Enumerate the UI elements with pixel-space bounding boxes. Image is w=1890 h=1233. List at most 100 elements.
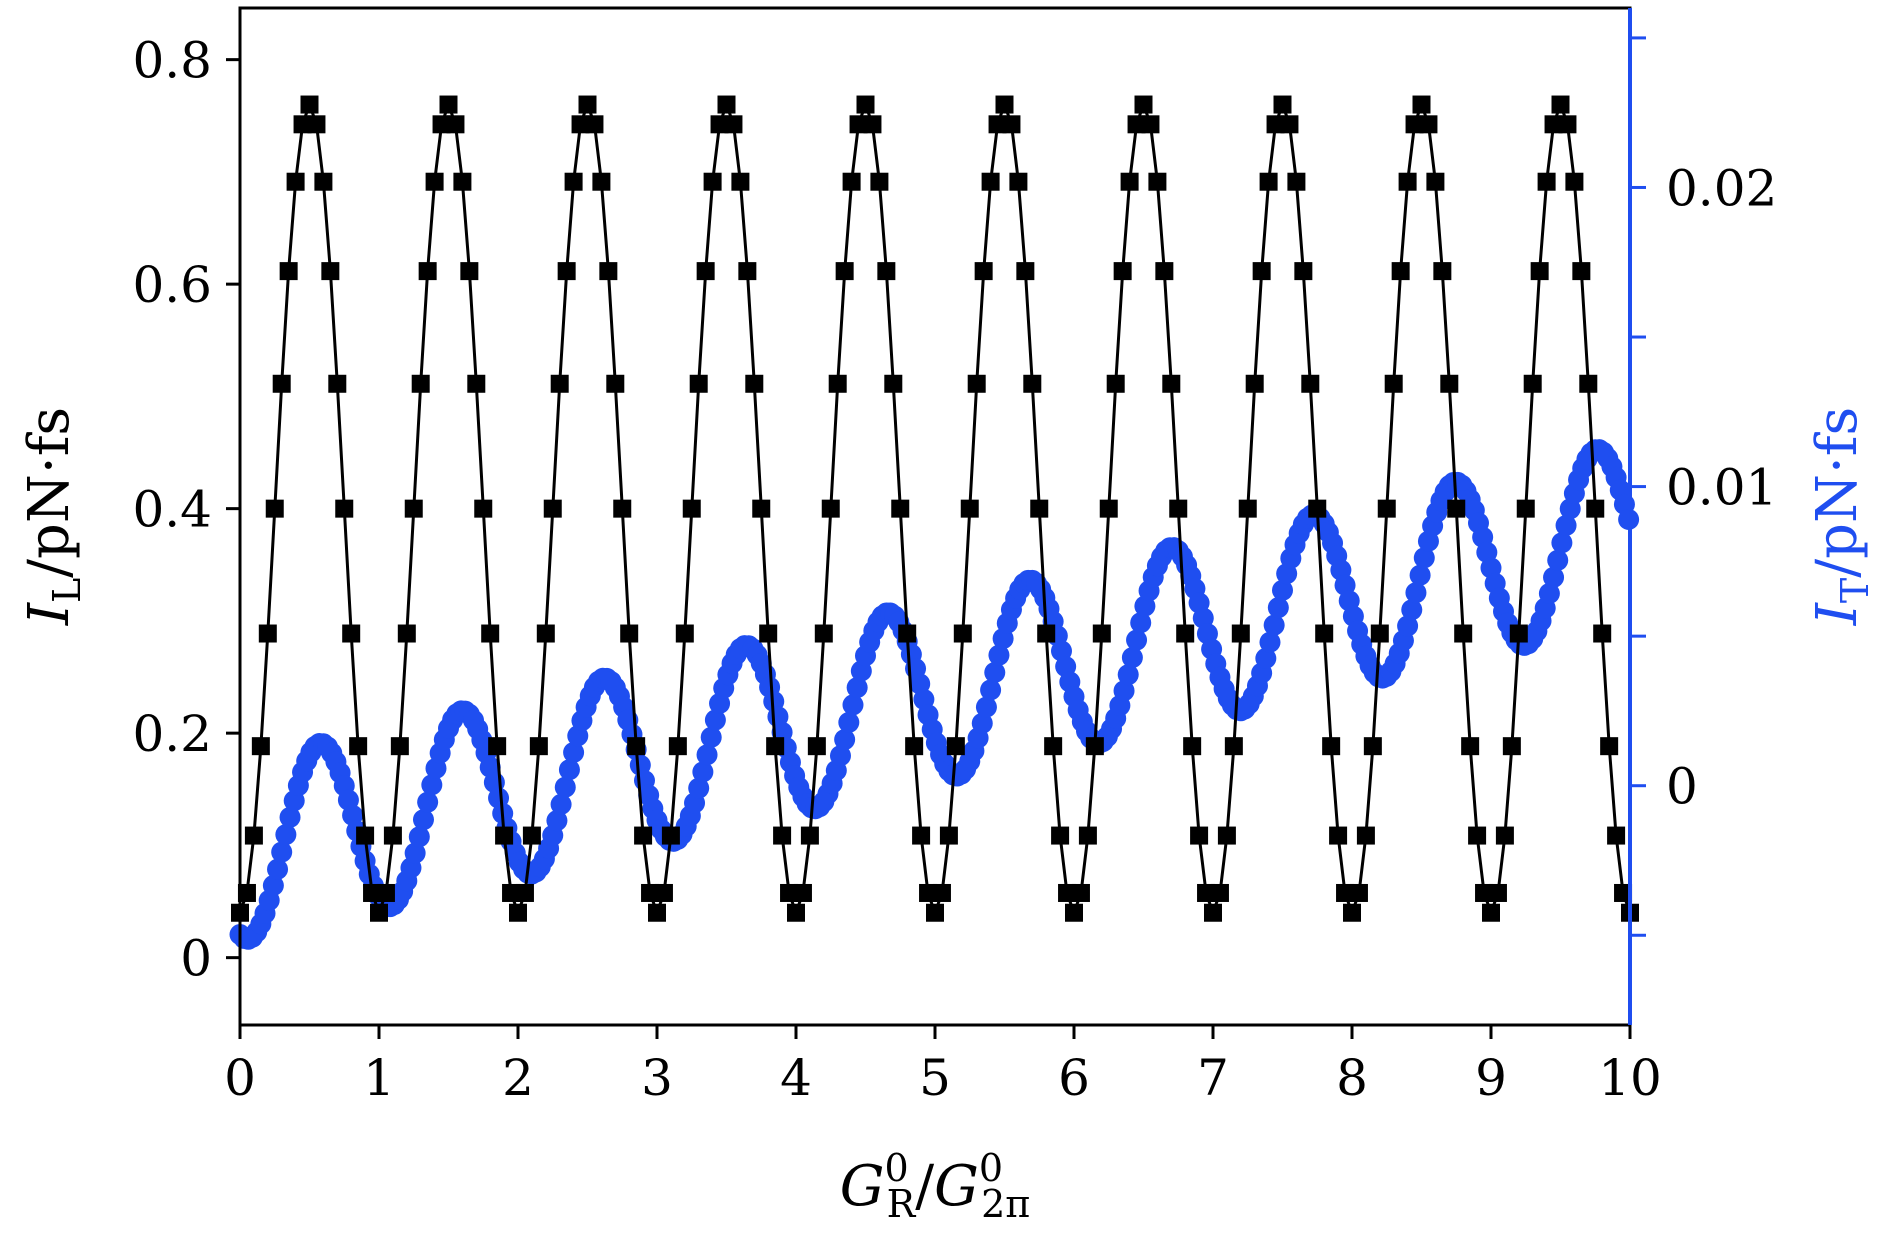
- data-point-circle: [1113, 680, 1135, 702]
- data-point-square: [703, 172, 722, 191]
- data-point-square: [682, 499, 701, 518]
- data-point-square: [780, 883, 799, 902]
- data-point-square: [453, 172, 472, 191]
- data-point-square: [807, 737, 826, 756]
- labels-layer: 0 1 2 3 4 5 6 7 8 9 10 0 0.2 0.4 0.6 0.8 0 0.01 0.02: [132, 32, 1777, 1107]
- data-point-square: [627, 737, 646, 756]
- data-point-square: [821, 499, 840, 518]
- data-point-circle: [1547, 549, 1569, 571]
- data-point-square: [460, 262, 479, 281]
- data-point-square: [585, 115, 604, 134]
- data-point-circle: [563, 741, 585, 763]
- data-point-circle: [696, 744, 718, 766]
- data-point-circle: [1413, 547, 1435, 569]
- data-point-circle: [550, 793, 572, 815]
- data-point-square: [1023, 374, 1042, 393]
- data-point-square: [522, 826, 541, 845]
- data-point-square: [1037, 624, 1056, 643]
- data-point-circle: [1409, 564, 1431, 586]
- data-point-circle: [262, 875, 284, 897]
- data-point-square: [502, 883, 521, 902]
- data-point-square: [1113, 262, 1132, 281]
- data-point-circle: [1263, 614, 1285, 636]
- data-point-square: [661, 826, 680, 845]
- data-point-square: [1426, 172, 1445, 191]
- data-point-square: [1058, 883, 1077, 902]
- data-point-square: [1495, 826, 1514, 845]
- data-point-square: [1509, 624, 1528, 643]
- data-point-square: [891, 499, 910, 518]
- y-right-tick-label: 0.02: [1666, 159, 1777, 217]
- data-point-square: [738, 262, 757, 281]
- data-point-circle: [1259, 631, 1281, 653]
- data-point-square: [397, 624, 416, 643]
- data-point-square: [237, 883, 256, 902]
- x-title-main1: G: [840, 1154, 885, 1219]
- data-point-square: [515, 883, 534, 902]
- x-tick-label: 6: [1058, 1049, 1090, 1107]
- data-point-square: [307, 115, 326, 134]
- data-point-circle: [275, 824, 297, 846]
- data-point-square: [1162, 374, 1181, 393]
- data-point-square: [1287, 172, 1306, 191]
- data-point-square: [1155, 262, 1174, 281]
- data-point-square: [1384, 374, 1403, 393]
- data-point-square: [1183, 737, 1202, 756]
- data-point-square: [731, 172, 750, 191]
- data-point-square: [1356, 826, 1375, 845]
- data-point-square: [1377, 499, 1396, 518]
- data-point-circle: [408, 826, 430, 848]
- data-point-square: [1447, 499, 1466, 518]
- data-point-square: [863, 115, 882, 134]
- data-point-square: [1475, 883, 1494, 902]
- data-point-circle: [1267, 597, 1289, 619]
- data-point-square: [1537, 172, 1556, 191]
- data-point-square: [835, 262, 854, 281]
- data-point-square: [745, 374, 764, 393]
- data-point-square: [606, 374, 625, 393]
- data-point-square: [1544, 115, 1563, 134]
- y-right-title-main: I: [1805, 601, 1870, 626]
- y-left-tick-label: 0.2: [132, 705, 212, 763]
- data-point-square: [300, 95, 319, 114]
- data-point-circle: [692, 761, 714, 783]
- y-left-tick-label: 0.8: [132, 32, 212, 90]
- data-point-circle: [971, 712, 993, 734]
- data-point-square: [689, 374, 708, 393]
- data-point-circle: [980, 679, 1002, 701]
- data-point-square: [1217, 826, 1236, 845]
- data-point-square: [1127, 115, 1146, 134]
- data-point-square: [1607, 826, 1626, 845]
- data-point-square: [1273, 95, 1292, 114]
- data-point-square: [1197, 883, 1216, 902]
- data-point-square: [828, 374, 847, 393]
- data-point-square: [1412, 95, 1431, 114]
- x-title-sup2: 0: [979, 1146, 1003, 1190]
- data-point-square: [592, 172, 611, 191]
- data-point-square: [1440, 374, 1459, 393]
- data-point-square: [1099, 499, 1118, 518]
- data-point-square: [668, 737, 687, 756]
- data-point-square: [1085, 737, 1104, 756]
- y-right-title-unit: /pN·fs: [1805, 407, 1870, 578]
- data-point-square: [474, 499, 493, 518]
- data-point-square: [244, 826, 263, 845]
- data-point-square: [1238, 499, 1257, 518]
- data-point-square: [967, 374, 986, 393]
- data-point-square: [1405, 115, 1424, 134]
- data-point-circle: [1272, 579, 1293, 601]
- data-point-square: [1210, 883, 1229, 902]
- data-point-square: [1294, 262, 1313, 281]
- y-left-title-unit: /pN·fs: [17, 407, 82, 578]
- data-point-square: [349, 737, 368, 756]
- data-point-square: [905, 737, 924, 756]
- data-point-square: [759, 624, 778, 643]
- data-point-square: [432, 115, 451, 134]
- y-axis-title-right: IT/pN·fs: [1805, 407, 1877, 626]
- y-left-tick-label: 0.6: [132, 256, 212, 314]
- data-point-square: [648, 903, 666, 922]
- data-point-square: [849, 115, 868, 134]
- data-point-square: [564, 172, 583, 191]
- data-point-square: [814, 624, 833, 643]
- data-point-circle: [1538, 582, 1560, 604]
